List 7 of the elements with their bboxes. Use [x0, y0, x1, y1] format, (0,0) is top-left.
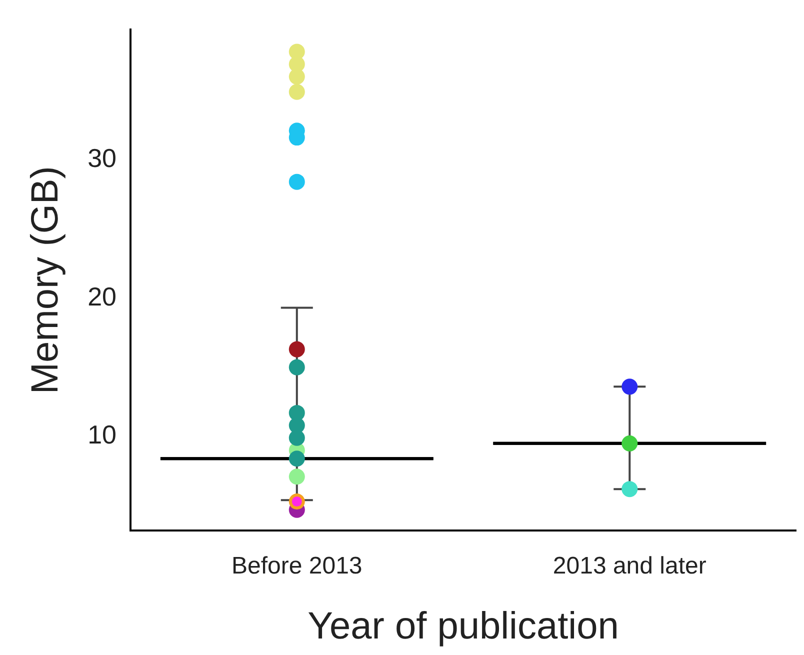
y-tick-label: 10	[88, 420, 117, 450]
x-tick-label: Before 2013	[232, 552, 362, 580]
x-axis-title: Year of publication	[308, 606, 619, 648]
y-tick-label: 20	[88, 281, 117, 312]
y-axis-title: Memory (GB)	[24, 166, 66, 394]
x-tick-label: 2013 and later	[552, 552, 706, 580]
y-tick-label: 30	[88, 142, 117, 173]
